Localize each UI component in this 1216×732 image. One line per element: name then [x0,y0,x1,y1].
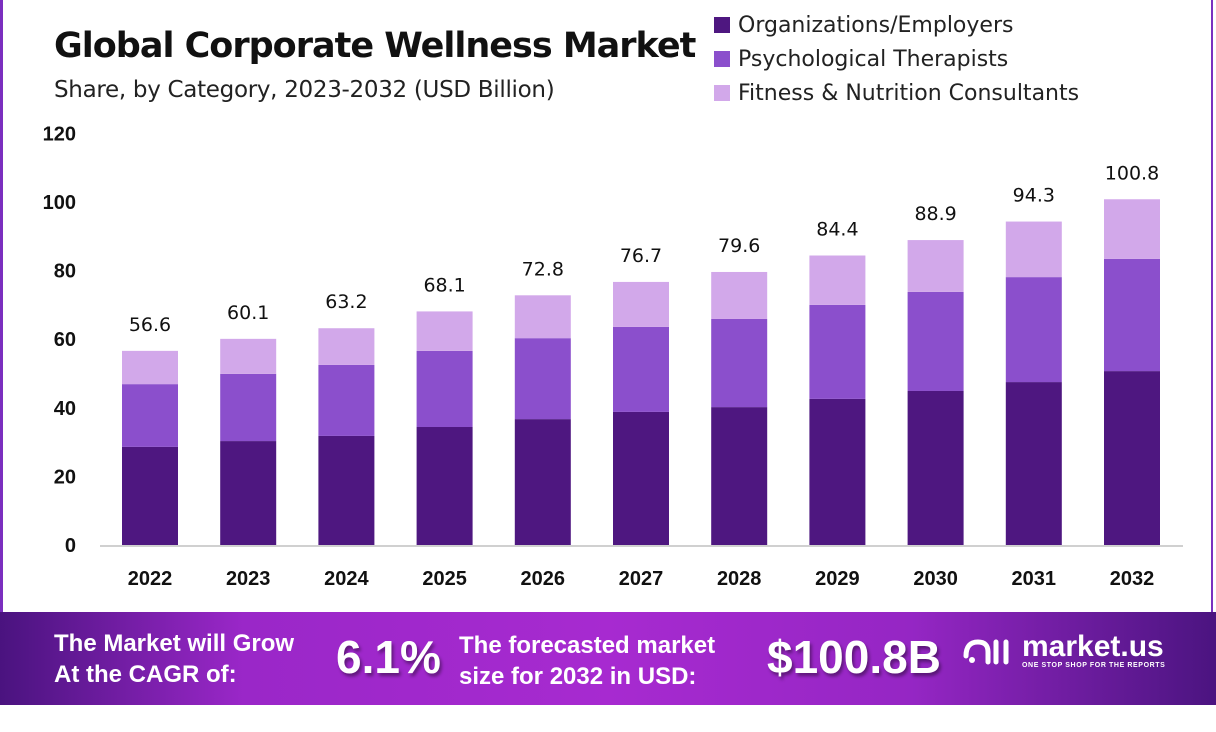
legend-item-fitness: Fitness & Nutrition Consultants [714,76,1079,110]
bar-total-label: 88.9 [914,203,956,225]
brand-name: market.us [1022,630,1164,663]
cagr-value: 6.1% [336,631,441,683]
bar-segment-fitness [122,350,178,385]
bar-segment-organizations [711,407,768,545]
y-tick-label: 40 [54,398,76,420]
legend-label: Psychological Therapists [738,46,1009,72]
legend-item-psychological: Psychological Therapists [714,42,1079,76]
brand-tagline: ONE STOP SHOP FOR THE REPORTS [1022,662,1166,669]
bar-chart: 0 20 40 60 80 100 120 56.6 2022 60.1 2023 63.2 2024 6… [43,123,1183,590]
bar-total-label: 84.4 [816,219,858,241]
chart-subtitle: Share, by Category, 2023-2032 (USD Billi… [54,77,555,103]
bar-segment-psychological [809,304,866,399]
x-tick-label: 2022 [128,568,173,590]
bar-segment-psychological [514,338,571,420]
x-tick-label: 2024 [324,568,369,590]
cagr-label-line1: The Market will Grow [54,630,295,657]
x-tick-label: 2025 [422,568,467,590]
chart-frame [0,0,1213,612]
bar-total-label: 72.8 [522,258,564,280]
bar-segment-organizations [416,427,473,545]
bar-segment-fitness [220,338,277,374]
legend: Organizations/Employers Psychological Th… [714,8,1079,110]
forecast-label-line1: The forecasted market [459,632,716,659]
legend-swatch [714,17,730,33]
bar-total-label: 68.1 [423,274,465,296]
x-tick-label: 2027 [619,568,664,590]
bar-total-label: 76.7 [620,245,662,267]
bar-segment-organizations [514,419,571,545]
bar-segment-psychological [122,384,178,447]
bar-total-label: 100.8 [1105,162,1159,184]
bar-segment-organizations [613,411,669,545]
bar-segment-fitness [809,255,866,305]
cagr-label: The Market will Grow At the CAGR of: [54,628,294,690]
market-us-logo: market.us ONE STOP SHOP FOR THE REPORTS [962,632,1165,669]
bar-total-label: 94.3 [1013,185,1055,207]
legend-label: Organizations/Employers [738,12,1014,38]
y-tick-label: 20 [54,466,76,488]
bar-total-label: 79.6 [718,235,760,257]
legend-item-organizations: Organizations/Employers [714,8,1079,42]
bar-segment-organizations [1005,382,1062,545]
bar-segment-psychological [613,326,669,412]
bar-segment-organizations [122,446,178,545]
bar-segment-fitness [318,328,375,365]
x-tick-label: 2028 [717,568,762,590]
logo-icon [963,638,1009,664]
bar-segment-organizations [809,398,866,545]
bar-total-label: 60.1 [227,302,269,324]
x-tick-label: 2030 [913,568,958,590]
x-tick-label: 2031 [1012,568,1057,590]
bar-segment-organizations [907,390,964,545]
legend-swatch [714,51,730,67]
footer-banner: The Market will Grow At the CAGR of: 6.1… [0,612,1216,705]
bar-segment-fitness [1104,199,1160,259]
x-tick-label: 2032 [1110,568,1155,590]
bar-segment-fitness [1005,221,1062,278]
bar-segment-fitness [514,295,571,339]
legend-label: Fitness & Nutrition Consultants [738,80,1080,106]
x-tick-label: 2026 [521,568,566,590]
forecast-label-line2: size for 2032 in USD: [459,663,697,690]
legend-swatch [714,85,730,101]
bar-segment-organizations [1104,371,1160,545]
chart-title: Global Corporate Wellness Market [54,26,696,66]
cagr-label-line2: At the CAGR of: [54,661,237,688]
bar-segment-fitness [711,271,768,319]
bar-segment-psychological [711,318,768,408]
bar-segment-fitness [907,240,964,292]
x-tick-label: 2029 [815,568,860,590]
y-tick-label: 100 [43,192,76,214]
bar-segment-psychological [1005,277,1062,383]
y-tick-label: 120 [43,123,76,145]
bar-segment-psychological [907,291,964,391]
x-tick-label: 2023 [226,568,271,590]
bar-segment-fitness [416,311,473,351]
bar-segment-organizations [220,441,277,545]
bar-segment-organizations [318,435,375,545]
bar-total-label: 56.6 [129,314,171,336]
bar-segment-psychological [318,364,375,436]
forecast-label: The forecasted market size for 2032 in U… [459,630,715,692]
bar-segment-psychological [220,373,277,442]
y-tick-label: 0 [65,535,76,557]
forecast-value: $100.8B [767,631,941,683]
y-tick-label: 80 [54,261,76,283]
bar-total-label: 63.2 [325,291,367,313]
y-tick-label: 60 [54,329,76,351]
bar-segment-psychological [416,350,473,428]
bar-segment-fitness [613,281,669,327]
bar-segment-psychological [1104,258,1160,372]
